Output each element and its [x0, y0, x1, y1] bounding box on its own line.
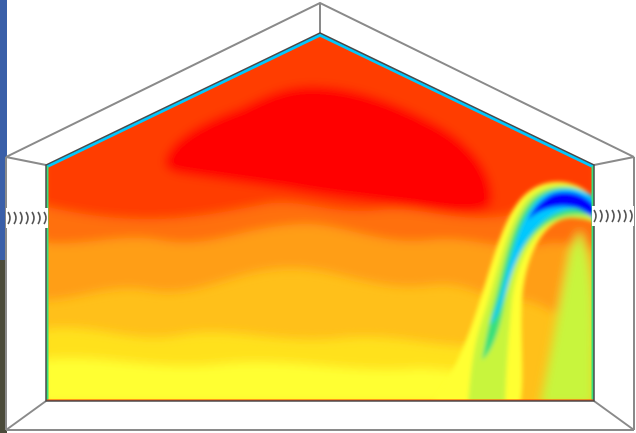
plume-lime — [468, 184, 594, 401]
plume-core-blue — [528, 192, 594, 222]
wireframe — [5, 1, 635, 431]
floor-depth-right — [593, 400, 635, 431]
temperature-field — [46, 33, 594, 401]
roof-boundary-layer — [46, 33, 594, 169]
left-vent-bg — [6, 208, 48, 228]
floor-depth-left — [5, 400, 47, 431]
left-edge-strip — [0, 0, 7, 433]
band-yellow-right — [540, 230, 594, 401]
vent-icon — [592, 206, 634, 226]
eave-depth-left — [5, 156, 47, 166]
cross-section-outline — [45, 32, 595, 402]
vent-icon — [6, 208, 48, 228]
hot-zone-red — [164, 85, 493, 213]
plume-outer — [430, 182, 594, 401]
left-edge-photo — [0, 260, 7, 433]
eave-depth-right — [593, 156, 635, 166]
right-vent-bg — [592, 206, 634, 226]
band-yellow — [46, 358, 470, 401]
cool-jet-plume — [430, 182, 594, 401]
